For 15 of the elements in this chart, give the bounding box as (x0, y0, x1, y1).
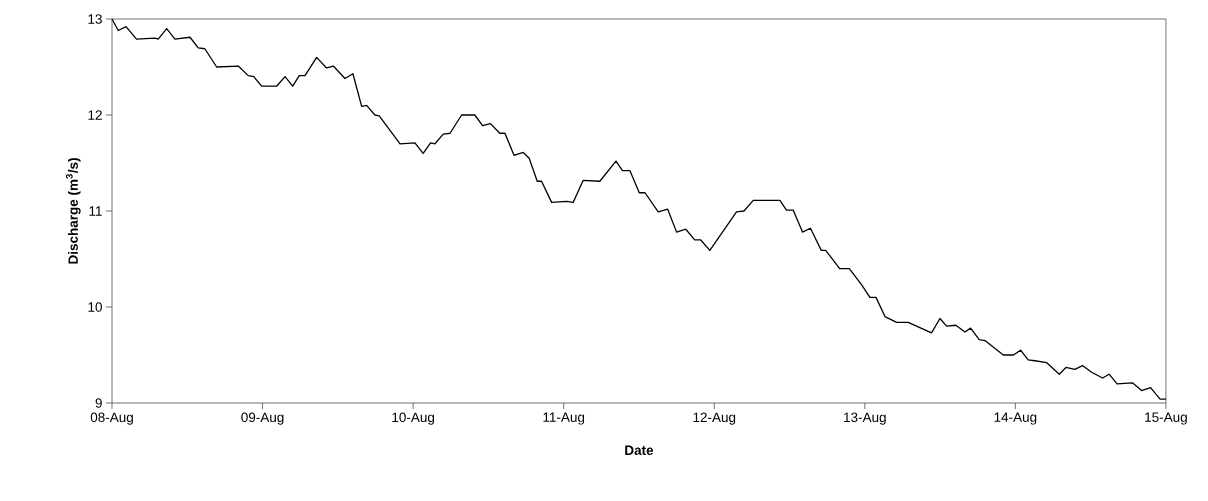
x-tick-label: 12-Aug (693, 412, 736, 425)
y-tick-label: 12 (88, 110, 102, 120)
x-tick-label: 10-Aug (392, 412, 435, 425)
y-tick-label: 9 (95, 398, 102, 408)
x-axis-title: Date (625, 445, 654, 455)
y-tick-label: 10 (88, 302, 102, 312)
x-tick-label: 15-Aug (1145, 412, 1187, 425)
y-tick-label: 13 (88, 14, 102, 24)
x-tick-label: 14-Aug (994, 412, 1037, 425)
y-tick-label: 11 (89, 206, 102, 216)
x-tick-label: 11-Aug (543, 412, 585, 425)
x-tick-label: 13-Aug (844, 412, 886, 425)
x-tick-label: 08-Aug (90, 412, 133, 425)
y-axis-title: Discharge (m$^{3}$/s) (65, 158, 81, 264)
x-tick-label: 09-Aug (241, 412, 284, 425)
